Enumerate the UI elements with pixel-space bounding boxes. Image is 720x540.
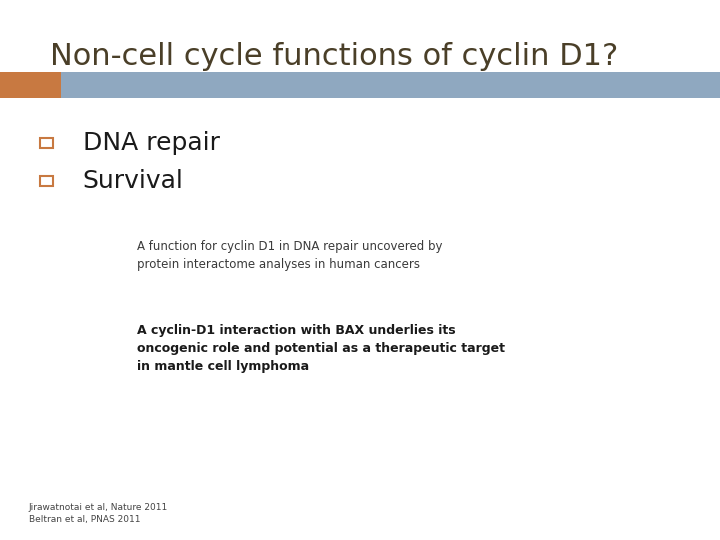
Text: A function for cyclin D1 in DNA repair uncovered by
protein interactome analyses: A function for cyclin D1 in DNA repair u…: [137, 240, 442, 271]
Bar: [40, 138, 53, 148]
Bar: [0, 72, 720, 98]
Bar: [40, 176, 53, 186]
Text: Survival: Survival: [83, 169, 184, 193]
Text: DNA repair: DNA repair: [83, 131, 220, 155]
Text: Jirawatnotai et al, Nature 2011
Beltran et al, PNAS 2011: Jirawatnotai et al, Nature 2011 Beltran …: [29, 503, 168, 524]
Text: Non-cell cycle functions of cyclin D1?: Non-cell cycle functions of cyclin D1?: [50, 42, 618, 71]
Text: A cyclin-D1 interaction with BAX underlies its
oncogenic role and potential as a: A cyclin-D1 interaction with BAX underli…: [137, 324, 505, 373]
Bar: [0, 72, 61, 98]
